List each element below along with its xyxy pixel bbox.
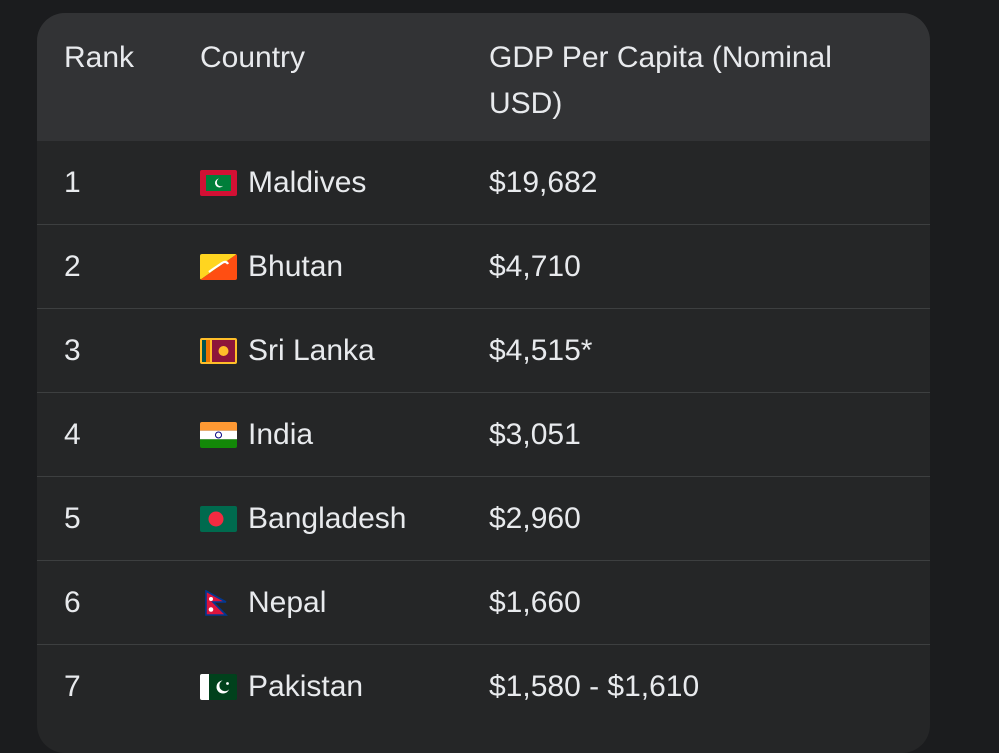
gdp-table: Rank Country GDP Per Capita (Nominal USD… xyxy=(37,13,930,753)
rank-cell: 6 xyxy=(64,585,81,619)
country-name: Maldives xyxy=(248,165,367,199)
country-name: Sri Lanka xyxy=(248,333,375,367)
rank-cell: 5 xyxy=(64,501,81,535)
rank-cell: 7 xyxy=(64,669,81,703)
table-row: 7 Pakistan $1,580 - $1,610 xyxy=(37,644,930,728)
country-name: Nepal xyxy=(248,585,327,619)
country-cell: Pakistan xyxy=(200,645,363,728)
country-name: India xyxy=(248,417,314,451)
gdp-value: $4,515* xyxy=(489,333,593,367)
country-cell: India xyxy=(200,393,313,476)
rank-cell: 1 xyxy=(64,165,81,199)
gdp-value: $1,660 xyxy=(489,585,581,619)
country-cell: Bhutan xyxy=(200,225,343,308)
maldives-flag-icon xyxy=(200,169,237,196)
gdp-cell: $2,960 xyxy=(489,477,909,560)
header-country: Country xyxy=(200,41,306,74)
gdp-value: $3,051 xyxy=(489,417,581,451)
gdp-cell: $3,051 xyxy=(489,393,909,476)
rank-cell: 2 xyxy=(64,249,81,283)
gdp-value: $19,682 xyxy=(489,165,598,199)
table-row: 4 India $3,051 xyxy=(37,392,930,476)
gdp-cell: $1,580 - $1,610 xyxy=(489,645,909,728)
header-rank: Rank xyxy=(64,41,135,74)
gdp-value: $2,960 xyxy=(489,501,581,535)
table-row: 1 Maldives $19,682 xyxy=(37,141,930,224)
rank-cell: 3 xyxy=(64,333,81,367)
table-row: 5 Bangladesh $2,960 xyxy=(37,476,930,560)
table-row: 3 Sri Lanka $4,515* xyxy=(37,308,930,392)
gdp-cell: $4,515* xyxy=(489,309,909,392)
country-name: Pakistan xyxy=(248,669,364,703)
india-flag-icon xyxy=(200,421,237,448)
table-row: 2 Bhutan $4,710 xyxy=(37,224,930,308)
country-cell: Maldives xyxy=(200,141,366,224)
bangladesh-flag-icon xyxy=(200,505,237,532)
nepal-flag-icon xyxy=(200,589,237,616)
bhutan-flag-icon xyxy=(200,253,237,280)
gdp-value: $4,710 xyxy=(489,249,581,283)
country-name: Bhutan xyxy=(248,249,344,283)
country-cell: Nepal xyxy=(200,561,326,644)
header-gdp: GDP Per Capita (Nominal USD) xyxy=(489,41,832,120)
rank-cell: 4 xyxy=(64,417,81,451)
gdp-cell: $1,660 xyxy=(489,561,909,644)
table-body: 1 Maldives $19,682 2 xyxy=(37,141,930,728)
gdp-cell: $4,710 xyxy=(489,225,909,308)
sri-lanka-flag-icon xyxy=(200,337,237,364)
country-cell: Bangladesh xyxy=(200,477,406,560)
country-cell: Sri Lanka xyxy=(200,309,375,392)
table-row: 6 Nepal $1,660 xyxy=(37,560,930,644)
gdp-cell: $19,682 xyxy=(489,141,909,224)
country-name: Bangladesh xyxy=(248,501,407,535)
gdp-value: $1,580 - $1,610 xyxy=(489,669,700,703)
table-header-row: Rank Country GDP Per Capita (Nominal USD… xyxy=(37,13,930,141)
pakistan-flag-icon xyxy=(200,673,237,700)
